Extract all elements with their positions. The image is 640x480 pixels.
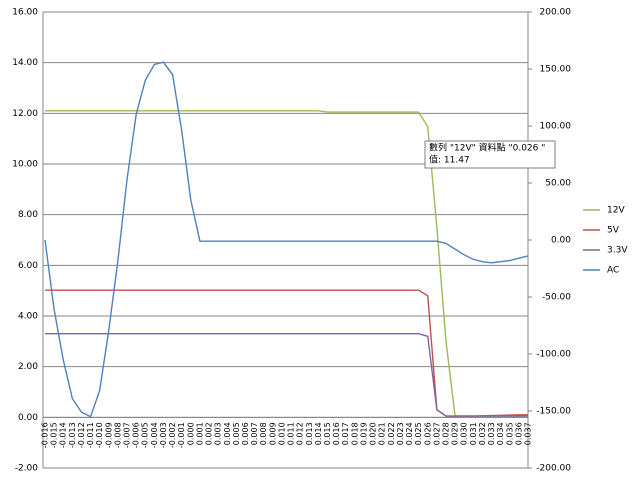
x-tick-label: -0.006 [132, 422, 141, 448]
y2-tick-label: -200.00 [536, 464, 571, 474]
y-tick-label: 0.00 [18, 413, 38, 423]
x-tick-label: 0.008 [259, 422, 268, 445]
tooltip-text: 數列 "12V" 資料點 "0.026 " [429, 142, 545, 154]
y-tick-label: 2.00 [18, 362, 38, 372]
y-tick-label: 6.00 [18, 261, 38, 271]
x-tick-label: 0.000 [186, 422, 195, 445]
x-tick-label: 0.017 [341, 422, 350, 445]
legend-label: AC [607, 266, 619, 276]
y2-tick-label: -50.00 [542, 293, 571, 303]
x-tick-label: 0.025 [414, 422, 423, 445]
x-tick-label: -0.011 [86, 422, 95, 448]
x-tick-label: -0.013 [68, 422, 77, 448]
x-tick-label: 0.034 [496, 422, 505, 445]
y-tick-label: -2.00 [15, 464, 39, 474]
x-tick-label: 0.018 [350, 422, 359, 445]
x-tick-label: 0.006 [241, 422, 250, 445]
y-tick-label: 8.00 [18, 210, 38, 220]
x-tick-label: -0.014 [59, 422, 68, 448]
x-tick-label: 0.019 [359, 422, 368, 445]
x-tick-label: 0.037 [524, 422, 533, 445]
x-tick-label: 0.030 [460, 422, 469, 445]
x-tick-label: 0.024 [405, 422, 414, 445]
x-tick-label: 0.020 [369, 422, 378, 445]
x-tick-label: 0.002 [205, 422, 214, 445]
x-tick-label: 0.031 [469, 422, 478, 445]
y2-tick-label: 200.00 [540, 8, 572, 18]
x-tick-label: 0.023 [396, 422, 405, 445]
y-tick-label: 4.00 [18, 312, 38, 322]
x-tick-label: -0.003 [159, 422, 168, 448]
x-tick-label: -0.001 [177, 422, 186, 448]
tooltip [424, 140, 556, 169]
series-line [45, 333, 528, 417]
x-tick-label: -0.004 [150, 422, 159, 448]
x-tick-label: -0.005 [141, 422, 150, 448]
x-tick-label: 0.001 [195, 422, 204, 445]
series-line [45, 110, 528, 417]
x-tick-label: -0.002 [168, 422, 177, 448]
y2-tick-label: 0.00 [551, 236, 571, 246]
x-tick-label: 0.027 [432, 422, 441, 445]
legend-label: 5V [607, 226, 620, 236]
x-tick-label: 0.010 [277, 422, 286, 445]
x-tick-label: 0.035 [505, 422, 514, 445]
x-tick-label: 0.003 [214, 422, 223, 445]
x-tick-label: 0.012 [296, 422, 305, 445]
x-tick-label: 0.029 [451, 422, 460, 445]
x-tick-label: 0.007 [250, 422, 259, 445]
x-tick-label: 0.014 [314, 422, 323, 445]
x-tick-label: 0.005 [232, 422, 241, 445]
y-tick-label: 16.00 [12, 8, 38, 18]
x-tick-label: 0.033 [487, 422, 496, 445]
x-tick-label: -0.015 [50, 422, 59, 448]
series-line [44, 61, 529, 418]
x-tick-label: 0.009 [268, 422, 277, 445]
x-tick-label: -0.010 [95, 422, 104, 448]
y2-tick-label: -150.00 [536, 407, 571, 417]
x-tick-label: -0.012 [77, 422, 86, 448]
x-tick-label: -0.007 [123, 422, 132, 448]
y-tick-label: 12.00 [12, 109, 38, 119]
y-tick-label: 14.00 [12, 58, 38, 68]
x-tick-label: 0.028 [441, 422, 450, 445]
x-tick-label: 0.015 [323, 422, 332, 445]
x-tick-label: 0.011 [287, 422, 296, 445]
x-tick-label: -0.016 [41, 422, 50, 448]
x-tick-label: 0.021 [378, 422, 387, 445]
x-tick-label: -0.009 [104, 422, 113, 448]
x-tick-label: 0.004 [223, 422, 232, 445]
tooltip-text: 值: 11.47 [429, 154, 470, 166]
y2-tick-label: 50.00 [545, 179, 571, 189]
x-tick-label: 0.022 [387, 422, 396, 445]
x-tick-label: 0.036 [514, 422, 523, 445]
y2-tick-label: -100.00 [536, 350, 571, 360]
x-tick-label: 0.013 [305, 422, 314, 445]
x-tick-label: 0.016 [332, 422, 341, 445]
legend-label: 12V [607, 206, 625, 216]
x-tick-label: -0.008 [113, 422, 122, 448]
x-tick-label: 0.032 [478, 422, 487, 445]
y2-tick-label: 100.00 [540, 122, 572, 132]
x-tick-label: 0.026 [423, 422, 432, 445]
y2-tick-label: 150.00 [540, 65, 572, 75]
y-tick-label: 10.00 [12, 160, 38, 170]
legend-label: 3.3V [607, 246, 628, 256]
